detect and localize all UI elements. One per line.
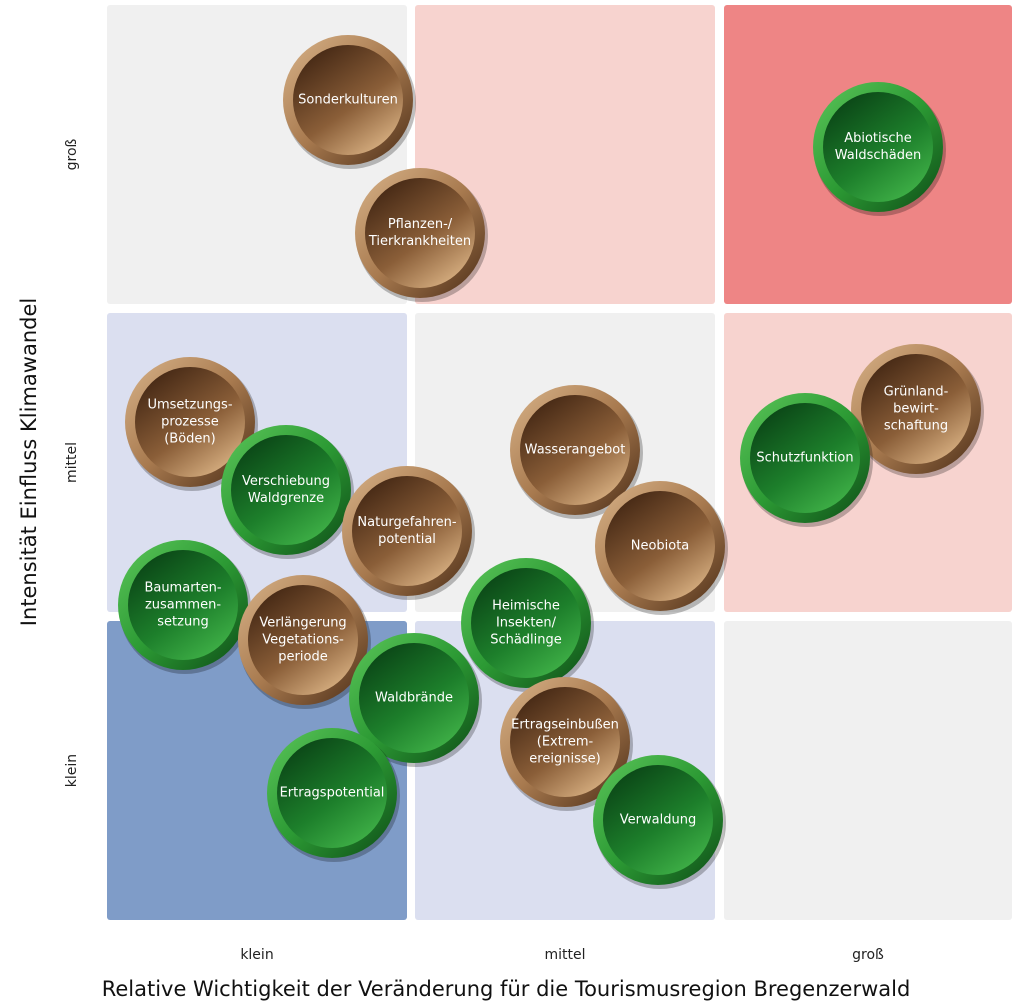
- bubble-label: setzung: [157, 615, 208, 630]
- factor-bubble: Ertragseinbußen (Extrem-ereignisse): [500, 677, 633, 811]
- bubble-core: [471, 568, 581, 678]
- bubble-label: Waldgrenze: [248, 491, 324, 506]
- bubble-label: Pflanzen-/: [388, 217, 453, 232]
- bubble-label: Schädlinge: [490, 633, 562, 648]
- bubble-label: Verschiebung: [242, 474, 330, 489]
- bubble-label: bewirt-: [893, 402, 939, 417]
- matrix-cell: [415, 5, 715, 304]
- bubble-label: Insekten/: [496, 616, 557, 631]
- bubble-label: Vegetations-: [262, 633, 344, 648]
- bubble-label: Grünland-: [884, 385, 949, 400]
- column-label: groß: [852, 947, 884, 963]
- bubble-core: [128, 550, 238, 660]
- bubble-label: Umsetzungs-: [147, 398, 232, 413]
- factor-bubble: Schutzfunktion: [740, 393, 873, 527]
- factor-bubble: Verlängerung Vegetations-periode: [238, 575, 371, 709]
- factor-bubble: Baumarten-zusammen-setzung: [118, 540, 251, 674]
- bubble-label: prozesse: [161, 415, 219, 430]
- bubble-core: [510, 687, 620, 797]
- bubble-core: [277, 738, 387, 848]
- factor-bubble: Abiotische Waldschäden: [813, 82, 946, 216]
- row-label: groß: [64, 138, 80, 170]
- bubble-label: Verlängerung: [259, 616, 346, 631]
- bubble-label: (Extrem-: [537, 735, 594, 750]
- bubble-label: zusammen-: [145, 598, 221, 613]
- factor-bubble: Naturgefahren-potential: [342, 466, 475, 600]
- bubble-core: [603, 765, 713, 875]
- bubble-core: [823, 92, 933, 202]
- bubble-label: ereignisse): [529, 752, 600, 767]
- x-axis-title: Relative Wichtigkeit der Veränderung für…: [102, 977, 911, 1001]
- bubble-label: Sonderkulturen: [298, 93, 398, 108]
- bubble-core: [231, 435, 341, 545]
- bubble-core: [520, 395, 630, 505]
- bubble-label: Heimische: [492, 599, 560, 614]
- row-label: mittel: [64, 442, 80, 483]
- bubble-label: Ertragspotential: [280, 786, 385, 801]
- bubble-core: [359, 643, 469, 753]
- column-label: mittel: [544, 947, 585, 963]
- bubble-core: [861, 354, 971, 464]
- bubble-core: [750, 403, 860, 513]
- factor-bubble: Sonderkulturen: [283, 35, 416, 169]
- bubble-core: [293, 45, 403, 155]
- column-label: klein: [240, 947, 273, 963]
- bubble-core: [248, 585, 358, 695]
- matrix-cell: [724, 621, 1012, 920]
- bubble-label: Wasserangebot: [525, 443, 626, 458]
- bubble-label: Baumarten-: [144, 581, 221, 596]
- factor-bubble: Pflanzen-/ Tierkrankheiten: [355, 168, 488, 302]
- bubble-label: Verwaldung: [620, 813, 696, 828]
- factor-bubble: Verschiebung Waldgrenze: [221, 425, 354, 559]
- row-label: klein: [64, 754, 80, 787]
- bubble-label: Waldbrände: [375, 691, 453, 706]
- bubble-label: Abiotische: [844, 131, 912, 146]
- bubble-label: Schutzfunktion: [756, 451, 853, 466]
- bubble-label: Neobiota: [631, 539, 690, 554]
- bubble-label: Naturgefahren-: [357, 515, 456, 530]
- bubble-label: periode: [278, 650, 327, 665]
- y-axis-title: Intensität Einfluss Klimawandel: [17, 298, 41, 626]
- factor-bubble: Grünland-bewirt-schaftung: [851, 344, 984, 478]
- factor-bubble: Umsetzungs-prozesse (Böden): [125, 357, 258, 491]
- bubble-core: [352, 476, 462, 586]
- bubble-label: Tierkrankheiten: [368, 234, 471, 249]
- factor-bubble: Heimische Insekten/Schädlinge: [461, 558, 594, 692]
- factor-bubble: Waldbrände: [349, 633, 482, 767]
- bubble-core: [365, 178, 475, 288]
- bubble-label: schaftung: [884, 419, 948, 434]
- bubble-label: (Böden): [164, 432, 216, 447]
- factor-bubble: Verwaldung: [593, 755, 726, 889]
- factor-bubble: Ertragspotential: [267, 728, 400, 862]
- factor-bubble: Neobiota: [595, 481, 728, 615]
- bubble-label: potential: [378, 532, 436, 547]
- bubble-core: [605, 491, 715, 601]
- bubble-label: Ertragseinbußen: [511, 718, 619, 733]
- factor-bubble: Wasserangebot: [510, 385, 643, 519]
- bubble-label: Waldschäden: [835, 148, 921, 163]
- bubble-core: [135, 367, 245, 477]
